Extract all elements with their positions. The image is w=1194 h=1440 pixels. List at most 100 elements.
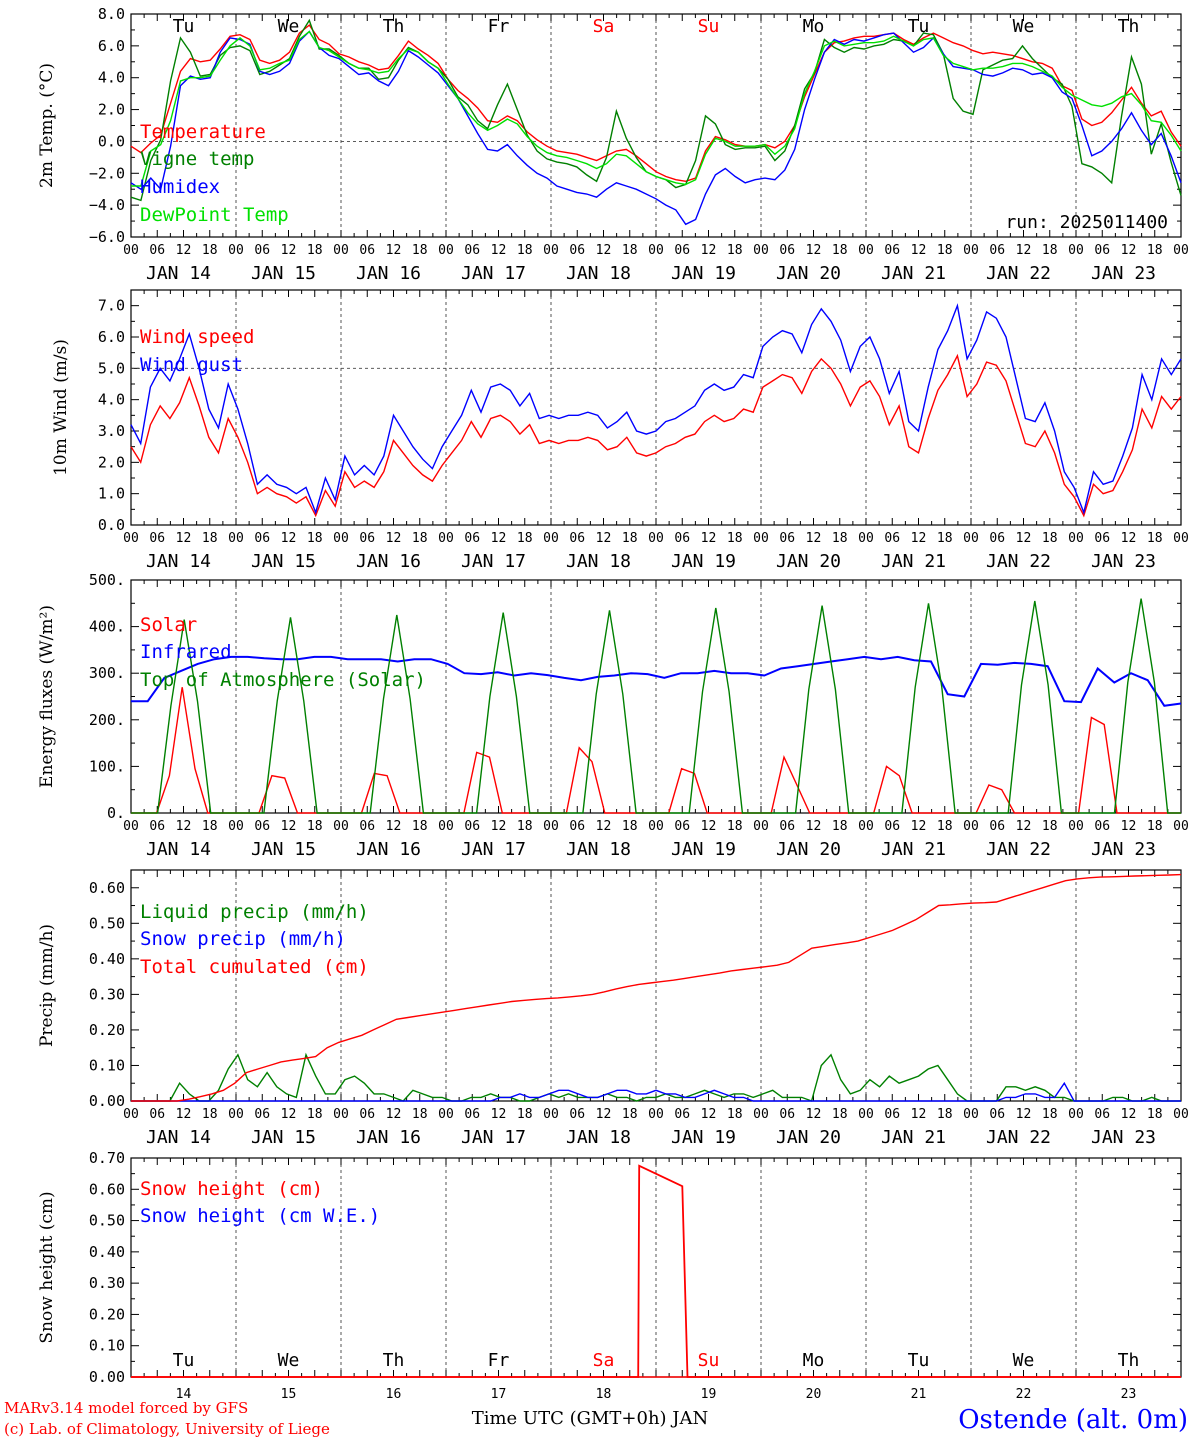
date-label: JAN 17: [461, 839, 526, 860]
hour-tick-label: 12: [1121, 819, 1137, 834]
hour-tick-label: 06: [359, 531, 375, 546]
weekday-label: Th: [1118, 1350, 1140, 1371]
hour-tick-label: 12: [806, 1107, 822, 1122]
hour-tick-label: 06: [674, 819, 690, 834]
hour-tick-label: 12: [491, 1107, 507, 1122]
legend-entry: DewPoint Temp: [140, 204, 289, 226]
hour-tick-label: 12: [701, 243, 717, 258]
weekday-label: We: [1013, 16, 1035, 37]
hour-tick-label: 00: [648, 819, 664, 834]
hour-tick-label: 18: [727, 531, 743, 546]
date-label: JAN 18: [566, 1127, 631, 1148]
hour-tick-label: 12: [1121, 243, 1137, 258]
hour-tick-label: 12: [281, 531, 297, 546]
hour-tick-label: 12: [176, 819, 192, 834]
day-number-label: 23: [1121, 1387, 1137, 1402]
hour-tick-label: 18: [622, 1107, 638, 1122]
hour-tick-label: 18: [202, 243, 218, 258]
date-label: JAN 19: [671, 263, 736, 284]
hour-tick-label: 06: [989, 243, 1005, 258]
hour-tick-label: 00: [438, 243, 454, 258]
hour-tick-label: 18: [517, 531, 533, 546]
hour-tick-label: 12: [176, 531, 192, 546]
y-tick-label: 400.: [89, 618, 125, 636]
hour-tick-label: 00: [438, 819, 454, 834]
weekday-label: Mo: [803, 16, 825, 37]
hour-tick-label: 06: [989, 1107, 1005, 1122]
hour-tick-label: 12: [176, 1107, 192, 1122]
hour-tick-label: 06: [464, 819, 480, 834]
hour-tick-label: 18: [832, 819, 848, 834]
hour-tick-label: 18: [307, 531, 323, 546]
y-tick-label: −2.0: [89, 164, 125, 182]
hour-tick-label: 12: [596, 243, 612, 258]
hour-tick-label: 00: [1173, 819, 1189, 834]
hour-tick-label: 00: [333, 1107, 349, 1122]
hour-tick-label: 12: [1016, 819, 1032, 834]
y-tick-label: 6.0: [98, 328, 125, 346]
run-label: run: 2025011400: [1005, 212, 1168, 233]
hour-tick-label: 12: [386, 531, 402, 546]
hour-tick-label: 12: [176, 243, 192, 258]
hour-tick-label: 06: [1094, 819, 1110, 834]
hour-tick-label: 00: [228, 819, 244, 834]
station-name: Ostende (alt. 0m): [958, 1405, 1188, 1435]
series-line-wind-gust: [130, 303, 1182, 515]
y-tick-label: 0.00: [89, 1368, 125, 1386]
hour-tick-label: 18: [622, 531, 638, 546]
hour-tick-label: 06: [254, 531, 270, 546]
weekday-label: Su: [698, 1350, 720, 1371]
date-label: JAN 22: [986, 263, 1051, 284]
hour-tick-label: 12: [911, 531, 927, 546]
hour-tick-label: 06: [989, 531, 1005, 546]
hour-tick-label: 12: [1016, 1107, 1032, 1122]
hour-tick-label: 06: [884, 243, 900, 258]
hour-tick-label: 18: [202, 1107, 218, 1122]
y-tick-label: 7.0: [98, 297, 125, 315]
model-credit: MARv3.14 model forced by GFS: [4, 1399, 248, 1417]
legend-entry: Top of Atmosphere (Solar): [140, 669, 426, 691]
series-line-dewpoint-temp: [131, 30, 1182, 187]
y-tick-label: 0.0: [98, 132, 125, 150]
hour-tick-label: 18: [727, 819, 743, 834]
hour-tick-label: 00: [438, 531, 454, 546]
hour-tick-label: 00: [333, 243, 349, 258]
y-tick-label: 0.70: [89, 1149, 125, 1167]
hour-tick-label: 18: [412, 1107, 428, 1122]
hour-tick-label: 12: [281, 819, 297, 834]
hour-tick-label: 00: [648, 243, 664, 258]
hour-tick-label: 12: [386, 819, 402, 834]
series-line-top-of-atmosphere-solar-: [131, 598, 1181, 814]
hour-tick-label: 00: [1068, 243, 1084, 258]
hour-tick-label: 00: [228, 531, 244, 546]
hour-tick-label: 18: [517, 1107, 533, 1122]
date-label: JAN 23: [1091, 1127, 1156, 1148]
hour-tick-label: 18: [832, 1107, 848, 1122]
hour-tick-label: 06: [359, 243, 375, 258]
date-label: JAN 19: [671, 551, 736, 572]
legend-entry: Snow height (cm): [140, 1178, 323, 1200]
hour-tick-label: 18: [1042, 243, 1058, 258]
date-label: JAN 16: [356, 263, 421, 284]
hour-tick-label: 06: [779, 243, 795, 258]
legend-entry: Vigne temp: [140, 148, 254, 170]
hour-tick-label: 12: [1121, 531, 1137, 546]
hour-tick-label: 06: [464, 531, 480, 546]
hour-tick-label: 12: [596, 1107, 612, 1122]
y-tick-label: 0.00: [89, 1092, 125, 1110]
hour-tick-label: 18: [622, 243, 638, 258]
date-label: JAN 16: [356, 1127, 421, 1148]
hour-tick-label: 18: [202, 531, 218, 546]
series-line-temperature: [130, 24, 1182, 183]
y-tick-label: 0.60: [89, 1180, 125, 1198]
hour-tick-label: 06: [569, 531, 585, 546]
date-label: JAN 16: [356, 551, 421, 572]
day-number-label: 20: [806, 1387, 822, 1402]
date-label: JAN 17: [461, 551, 526, 572]
hour-tick-label: 00: [543, 819, 559, 834]
date-label: JAN 22: [986, 1127, 1051, 1148]
hour-tick-label: 06: [569, 1107, 585, 1122]
hour-tick-label: 18: [517, 243, 533, 258]
hour-tick-label: 12: [701, 531, 717, 546]
y-tick-label: 8.0: [98, 5, 125, 23]
